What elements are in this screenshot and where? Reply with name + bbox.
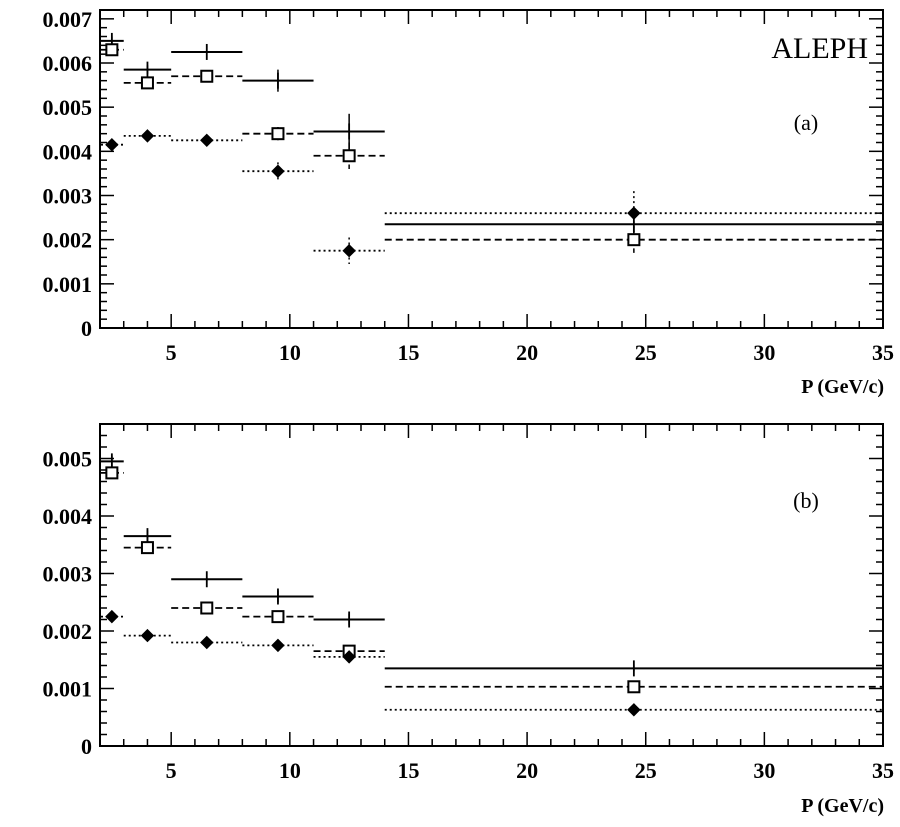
x-tick-label: 35	[872, 758, 894, 783]
diamond-marker	[627, 703, 641, 717]
y-tick-label: 0.006	[43, 51, 93, 76]
diamond-marker	[342, 650, 356, 664]
x-tick-label: 20	[516, 340, 538, 365]
x-tick-label: 5	[166, 758, 177, 783]
y-tick-label: 0	[81, 316, 92, 341]
square-marker	[200, 69, 214, 83]
x-tick-label: 5	[166, 340, 177, 365]
y-ticks-b: 0 0.001 0.002 0.003 0.004 0.005	[43, 423, 883, 759]
diamond-marker	[627, 206, 641, 220]
x-ticks-a: 5 10 15 20 25 30 35	[99, 10, 894, 365]
x-tick-label: 30	[753, 758, 775, 783]
square-marker	[271, 610, 285, 624]
diamond-marker	[105, 138, 119, 152]
x-tick-label: 25	[635, 340, 657, 365]
panel-label-a: (a)	[794, 110, 818, 135]
plot-frame-a	[99, 9, 884, 329]
y-tick-label: 0.005	[43, 447, 93, 472]
diamond-marker	[342, 244, 356, 258]
y-tick-label: 0.004	[43, 504, 93, 529]
y-tick-label: 0.003	[43, 562, 93, 587]
diamond-marker	[200, 635, 214, 650]
y-ticks-a: 0 0.001 0.002 0.003 0.004 0.005 0.006 0.007	[43, 7, 883, 341]
y-tick-label: 0	[81, 734, 92, 759]
experiment-label: ALEPH	[771, 32, 868, 65]
panel-a: 0 0.001 0.002 0.003 0.004 0.005 0.006 0.007 5 10…	[43, 7, 895, 398]
x-ticks-b: 5 10 15 20 25 30 35	[99, 424, 894, 783]
diamond-marker	[200, 133, 214, 147]
plot-frame-b	[99, 423, 884, 747]
x-tick-label: 10	[279, 340, 301, 365]
square-marker	[200, 601, 214, 615]
diamond-marker	[105, 609, 119, 624]
x-tick-label: 20	[516, 758, 538, 783]
x-tick-label: 25	[635, 758, 657, 783]
x-tick-label: 10	[279, 758, 301, 783]
square-marker	[140, 541, 154, 555]
diamond-marker	[271, 164, 285, 178]
y-tick-label: 0.007	[43, 7, 93, 32]
x-tick-label: 30	[753, 340, 775, 365]
diamond-marker	[140, 129, 155, 143]
diamond-marker	[271, 638, 285, 653]
square-marker	[627, 680, 641, 694]
y-tick-label: 0.002	[43, 228, 93, 253]
panel-b: 0 0.001 0.002 0.003 0.004 0.005 5 10 15 20 25 30 35…	[43, 423, 894, 817]
x-tick-label: 15	[397, 758, 419, 783]
x-tick-label: 35	[872, 340, 894, 365]
y-tick-label: 0.001	[43, 677, 93, 702]
square-marker	[342, 149, 356, 163]
y-tick-label: 0.003	[43, 184, 93, 209]
y-tick-label: 0.001	[43, 272, 93, 297]
x-axis-label-b: P (GeV/c)	[801, 795, 884, 817]
data-marks-b	[101, 453, 882, 717]
square-marker	[105, 43, 119, 57]
x-tick-label: 15	[397, 340, 419, 365]
y-tick-label: 0.005	[43, 95, 93, 120]
x-axis-label-a: P (GeV/c)	[801, 376, 884, 398]
square-marker	[271, 127, 285, 141]
data-marks-a	[101, 32, 882, 264]
square-marker	[105, 466, 119, 480]
y-tick-label: 0.004	[43, 139, 93, 164]
square-marker	[140, 76, 154, 90]
square-marker	[627, 233, 641, 247]
y-tick-label: 0.002	[43, 619, 93, 644]
panel-label-b: (b)	[793, 488, 819, 513]
diamond-marker	[140, 628, 155, 643]
